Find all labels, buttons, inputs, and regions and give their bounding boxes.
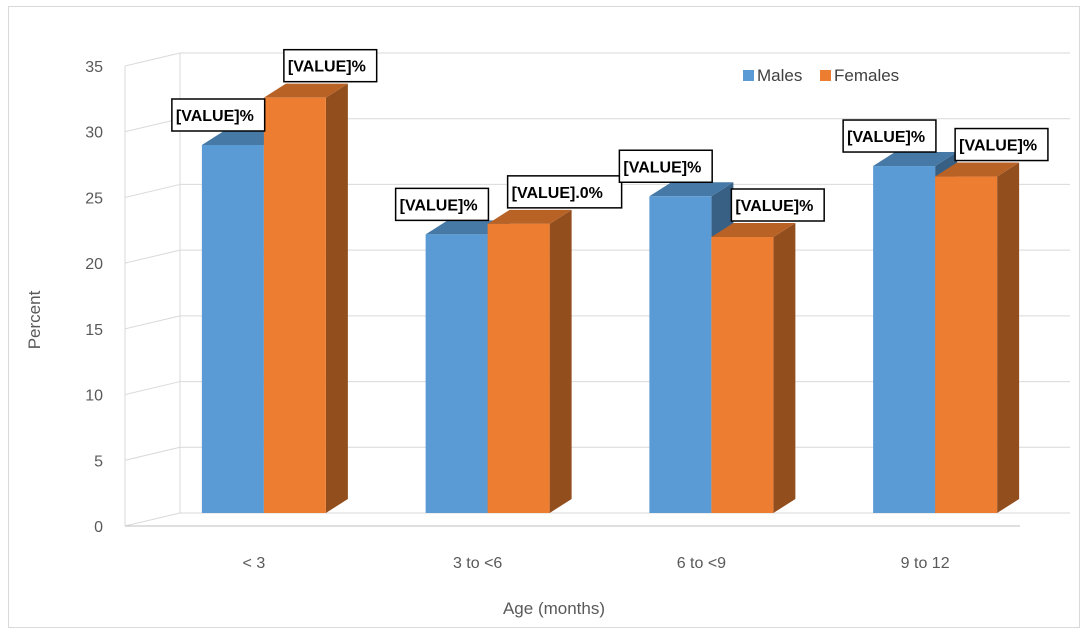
data-label-males-0: [VALUE]% [171, 98, 266, 132]
x-axis-ticks: < 3 3 to <6 6 to <9 9 to 12 [243, 555, 950, 572]
y-tick-label: 20 [85, 256, 103, 273]
legend-swatch-males [743, 70, 754, 81]
x-tick-label: 9 to 12 [901, 555, 950, 572]
gridline-diag [124, 381, 181, 396]
legend-label-males: Males [757, 66, 802, 85]
svg-text:[VALUE]%: [VALUE]% [735, 198, 813, 215]
gridline-diag [124, 249, 181, 264]
x-tick-label: < 3 [243, 555, 266, 572]
y-tick-label: 10 [85, 388, 103, 405]
data-label-females-3: [VALUE]% [954, 127, 1049, 162]
svg-text:[VALUE]%: [VALUE]% [623, 159, 701, 176]
data-label-females-0: [VALUE]% [283, 48, 378, 83]
svg-text:[VALUE]%: [VALUE]% [400, 197, 478, 214]
svg-text:[VALUE]%: [VALUE]% [176, 108, 254, 125]
y-axis-title: Percent [25, 290, 44, 349]
legend-label-females: Females [834, 66, 899, 85]
legend-swatch-females [820, 70, 831, 81]
gridline-diag [124, 446, 181, 461]
y-tick-label: 30 [85, 125, 103, 142]
gridline-diag [124, 118, 181, 133]
y-tick-label: 0 [94, 519, 103, 536]
data-label-females-2: [VALUE]% [730, 188, 825, 222]
bar-females-3 [935, 162, 1020, 514]
bars [201, 83, 1020, 514]
y-tick-label: 35 [85, 59, 103, 76]
svg-text:[VALUE]%: [VALUE]% [959, 138, 1037, 155]
gridline-diag [124, 315, 181, 330]
data-label-males-3: [VALUE]% [842, 119, 937, 153]
x-axis-title: Age (months) [503, 599, 605, 618]
svg-text:[VALUE].0%: [VALUE].0% [512, 185, 603, 202]
y-tick-label: 15 [85, 322, 103, 339]
legend: Males Females [743, 66, 899, 85]
x-tick-label: 3 to <6 [453, 555, 502, 572]
x-tick-label: 6 to <9 [677, 555, 726, 572]
bar-females-2 [711, 223, 796, 513]
svg-text:[VALUE]%: [VALUE]% [847, 129, 925, 146]
y-axis-ticks: 0 5 10 15 20 25 30 35 [85, 59, 103, 536]
svg-text:[VALUE]%: [VALUE]% [288, 59, 366, 76]
data-label-females-1: [VALUE].0% [506, 175, 623, 209]
data-label-males-1: [VALUE]% [394, 187, 490, 222]
y-tick-label: 25 [85, 190, 103, 207]
y-tick-label: 5 [94, 453, 103, 470]
bar-females-1 [487, 209, 572, 513]
data-labels: [VALUE]% [VALUE]% [VALUE]% [VALUE].0% [VALUE… [171, 48, 1049, 222]
gridline-diag [124, 183, 181, 198]
data-label-males-2: [VALUE]% [618, 149, 713, 184]
gridline-diag [124, 52, 181, 67]
bar-females-0 [263, 83, 348, 513]
